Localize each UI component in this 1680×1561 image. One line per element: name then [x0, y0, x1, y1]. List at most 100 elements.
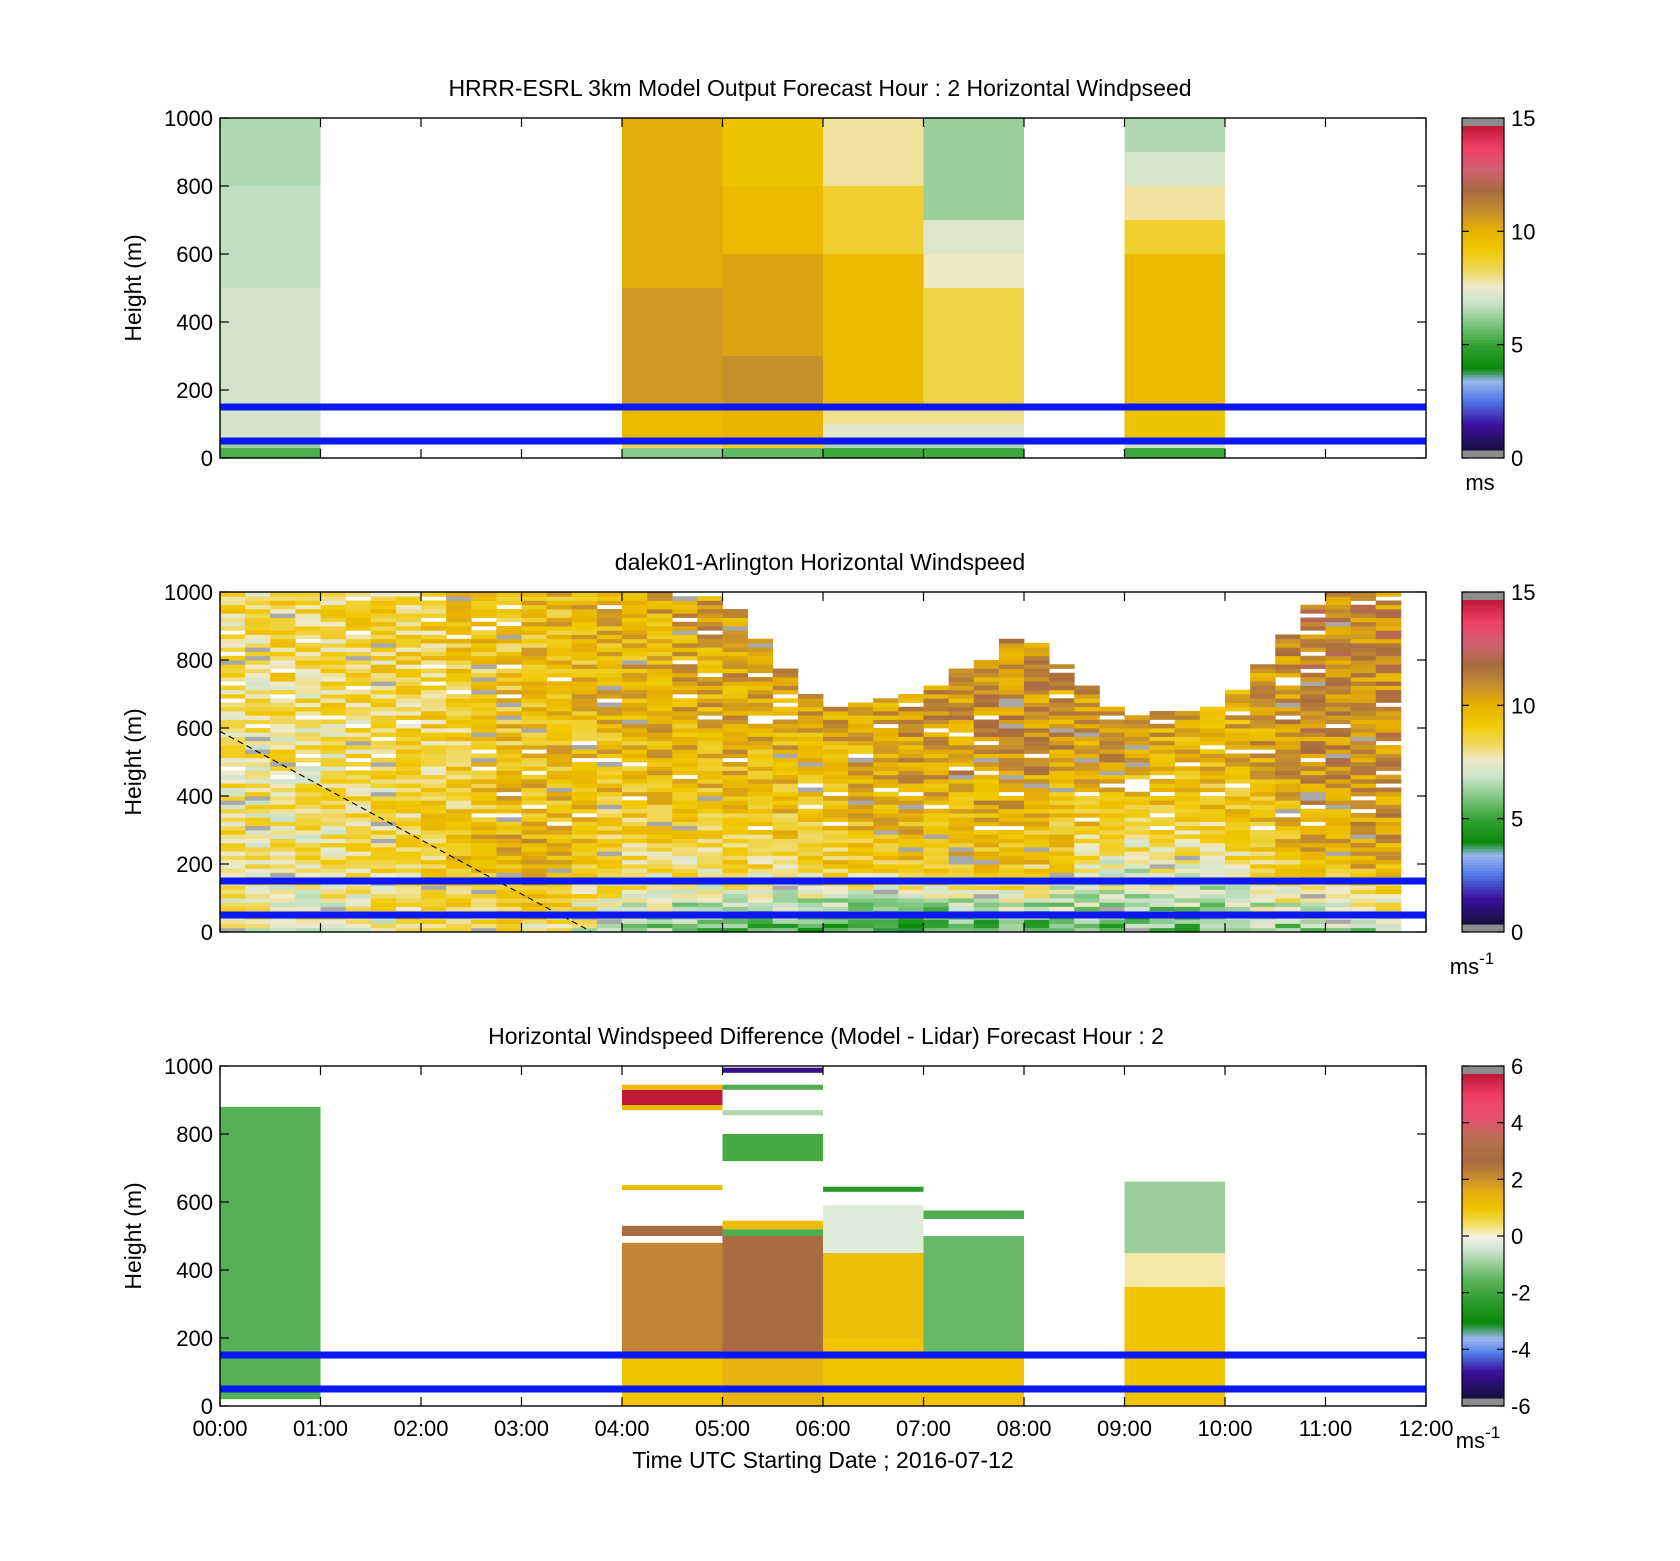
- heatmap-cell: [320, 609, 347, 614]
- heatmap-cell: [295, 779, 321, 784]
- heatmap-cell: [747, 655, 774, 661]
- heatmap-cell: [1250, 664, 1276, 669]
- heatmap-cell: [446, 847, 472, 852]
- heatmap-cell: [697, 647, 723, 652]
- heatmap-cell: [571, 668, 598, 674]
- colorbar-swatch: [1462, 702, 1504, 706]
- heatmap-cell: [797, 813, 824, 818]
- heatmap-cell: [1024, 791, 1050, 797]
- heatmap-cell: [1300, 791, 1326, 797]
- heatmap-cell: [220, 604, 246, 610]
- heatmap-cell: [1124, 753, 1151, 759]
- heatmap-cell: [747, 689, 774, 695]
- heatmap-cell: [1174, 796, 1201, 801]
- heatmap-cell: [1225, 919, 1251, 924]
- difference-y-axis-label: Height (m): [120, 1182, 146, 1289]
- heatmap-cell: [421, 757, 447, 763]
- heatmap-cell: [345, 706, 372, 712]
- heatmap-cell: [672, 621, 698, 627]
- heatmap-cell: [1375, 749, 1402, 754]
- heatmap-cell: [596, 847, 623, 852]
- colorbar-swatch: [1462, 848, 1504, 852]
- heatmap-cell: [747, 745, 774, 750]
- heatmap-cell: [873, 702, 899, 708]
- heatmap-cell: [245, 604, 271, 610]
- heatmap-cell: [923, 745, 950, 750]
- heatmap-cell: [446, 694, 472, 699]
- heatmap-cell: [295, 651, 321, 657]
- heatmap-cell: [596, 808, 623, 814]
- x-tick-label: 09:00: [1097, 1416, 1152, 1441]
- heatmap-cell: [1225, 813, 1251, 818]
- heatmap-cell: [245, 719, 271, 725]
- heatmap-cell: [320, 804, 347, 810]
- heatmap-cell: [1300, 808, 1326, 814]
- heatmap-cell: [747, 736, 774, 742]
- heatmap-cell: [446, 834, 472, 839]
- heatmap-cell: [622, 889, 648, 895]
- heatmap-cell: [1350, 621, 1377, 627]
- heatmap-cell: [1124, 927, 1151, 933]
- heatmap-cell: [295, 681, 321, 686]
- heatmap-cell: [471, 702, 497, 708]
- heatmap-cell: [797, 817, 824, 822]
- heatmap-cell: [1375, 732, 1402, 737]
- heatmap-cell: [1375, 664, 1402, 669]
- heatmap-cell: [697, 732, 723, 737]
- heatmap-cell: [546, 617, 573, 623]
- colorbar-swatch: [1462, 772, 1504, 777]
- heatmap-cell: [395, 617, 422, 623]
- heatmap-cell: [370, 927, 397, 933]
- colorbar-swatch: [1462, 223, 1504, 227]
- heatmap-cell: [295, 668, 321, 674]
- heatmap-cell: [697, 783, 723, 788]
- heatmap-cell: [295, 830, 321, 835]
- heatmap-cell: [446, 842, 472, 848]
- heatmap-cell: [596, 736, 623, 742]
- heatmap-cell: [1099, 825, 1125, 831]
- heatmap-cell: [1375, 613, 1402, 618]
- heatmap-cell: [848, 808, 874, 814]
- heatmap-cell: [1325, 902, 1352, 907]
- heatmap-cell: [948, 813, 975, 818]
- heatmap-cell: [1250, 800, 1276, 805]
- heatmap-cell: [546, 728, 573, 733]
- heatmap-cell: [1225, 723, 1251, 729]
- heatmap-cell: [220, 638, 246, 644]
- heatmap-cell: [1375, 604, 1402, 610]
- heatmap-cell: [370, 698, 397, 703]
- heatmap-cell: [1350, 655, 1377, 661]
- heatmap-cell: [1049, 813, 1075, 818]
- heatmap-cell: [622, 847, 648, 852]
- heatmap-cell: [1225, 889, 1251, 895]
- heatmap-cell: [1199, 732, 1226, 737]
- heatmap-cell: [1375, 766, 1402, 771]
- heatmap-cell: [295, 604, 321, 610]
- heatmap-cell: [1074, 698, 1100, 703]
- colorbar-tick-label: -6: [1511, 1394, 1531, 1419]
- heatmap-cell: [421, 813, 447, 818]
- heatmap-cell: [1375, 660, 1402, 665]
- heatmap-cell: [1375, 893, 1402, 899]
- heatmap-cell: [1024, 766, 1050, 771]
- heatmap-cell: [1325, 791, 1352, 797]
- heatmap-cell: [496, 766, 522, 771]
- colorbar-swatch: [1462, 716, 1504, 720]
- colorbar-swatch: [1462, 748, 1504, 752]
- colorbar-swatch: [1462, 1125, 1504, 1129]
- heatmap-cell: [320, 698, 347, 703]
- heatmap-cell: [345, 740, 372, 746]
- colorbar-swatch: [1462, 1260, 1504, 1264]
- heatmap-cell: [571, 889, 598, 895]
- colorbar-swatch: [1462, 344, 1504, 348]
- heatmap-cell: [848, 711, 874, 716]
- heatmap-cell: [772, 787, 799, 793]
- heatmap-cell: [823, 770, 849, 776]
- heatmap-cell: [998, 919, 1025, 924]
- heatmap-cell: [697, 864, 723, 869]
- heatmap-cell: [697, 723, 723, 729]
- heatmap-cell: [873, 808, 899, 814]
- heatmap-cell: [1275, 774, 1301, 780]
- colorbar-swatch: [1462, 1236, 1504, 1240]
- heatmap-cell: [848, 902, 874, 907]
